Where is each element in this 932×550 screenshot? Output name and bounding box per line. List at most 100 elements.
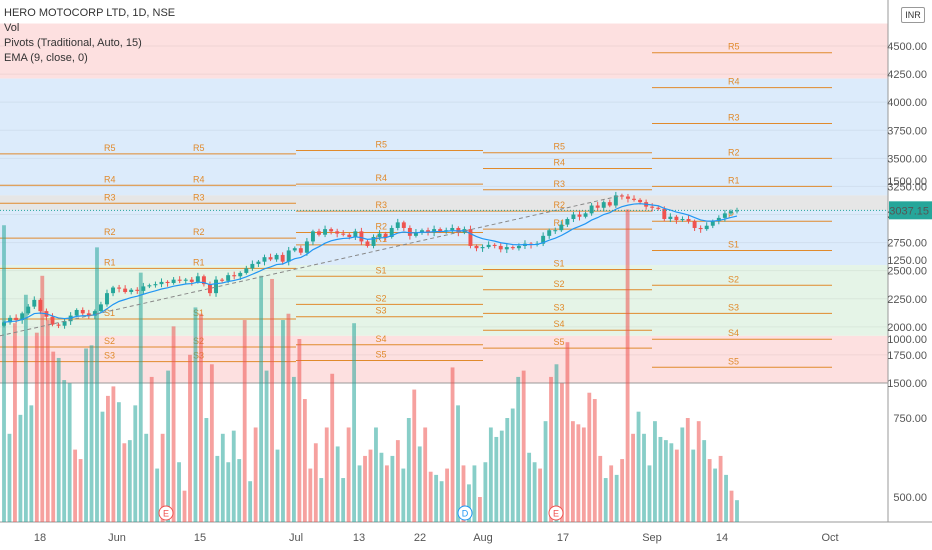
candle	[420, 230, 424, 233]
price-tick-label: 4000.00	[887, 97, 927, 109]
volume-bar	[428, 471, 433, 522]
volume-bar	[100, 411, 105, 522]
symbol-title[interactable]: HERO MOTOCORP LTD, 1D, NSE	[4, 7, 176, 19]
volume-bar	[549, 376, 553, 522]
candle	[14, 317, 19, 321]
candle	[498, 245, 503, 250]
volume-bar	[384, 465, 389, 522]
candle	[32, 299, 37, 307]
pivots-indicator-label[interactable]: Pivots (Traditional, Auto, 15)	[4, 37, 142, 49]
candle	[589, 205, 594, 214]
volume-bar	[13, 323, 17, 522]
pivot-label-p: P	[728, 210, 734, 220]
candle	[56, 324, 61, 326]
candle	[317, 231, 321, 235]
volume-bar	[456, 405, 460, 522]
volume-bar	[532, 462, 537, 522]
pivot-label-r5: R5	[104, 143, 116, 153]
candle	[238, 272, 243, 277]
volume-bar	[166, 370, 171, 522]
time-axis[interactable]: 18 Jun 15 Jul 13 22 Aug 17 Sep 14 Oct	[34, 532, 839, 544]
candle	[329, 229, 334, 232]
candle	[704, 225, 709, 230]
pivot-label-r2: R2	[193, 227, 205, 237]
candle	[716, 217, 721, 222]
volume-bar	[554, 364, 559, 522]
price-tick-label: 3750.00	[887, 125, 927, 137]
candle	[504, 247, 509, 250]
volume-bar	[696, 421, 701, 522]
event-marker-label: E	[553, 509, 559, 519]
volume-bar	[412, 389, 417, 522]
pivot-label-r4: R4	[554, 157, 566, 167]
candle	[680, 218, 685, 221]
candle	[577, 214, 582, 217]
volume-bar	[516, 376, 521, 522]
candle	[38, 299, 43, 312]
currency-button[interactable]: INR	[901, 7, 925, 23]
candle	[141, 286, 146, 291]
volume-bar	[144, 433, 149, 522]
volume-bar	[461, 465, 466, 522]
volume-bar	[220, 433, 225, 522]
candle	[171, 279, 176, 284]
volume-bar	[702, 440, 707, 522]
last-price-badge	[889, 201, 932, 220]
candle	[668, 216, 673, 219]
candlestick-series	[2, 191, 739, 329]
volume-bar	[625, 209, 630, 522]
volume-bar	[89, 345, 94, 522]
volume-bar	[647, 465, 652, 522]
candle	[244, 268, 249, 273]
event-marker-label: D	[462, 509, 469, 519]
candle	[220, 279, 225, 281]
price-tick-label: 2250.00	[887, 294, 927, 306]
volume-bar	[155, 468, 160, 522]
earnings-marker	[548, 505, 564, 521]
earnings-marker	[158, 505, 174, 521]
pivot-label-s5: S5	[376, 350, 387, 360]
volume-bar	[560, 383, 564, 522]
volume-bar	[521, 370, 526, 522]
volume-bar	[270, 278, 274, 522]
pivot-label-s1: S1	[376, 265, 387, 275]
candle	[601, 202, 606, 208]
volume-bar	[505, 418, 510, 522]
price-tick-label: 3250.00	[887, 181, 927, 193]
volume-bar	[73, 449, 78, 522]
volume-bar	[724, 474, 728, 522]
candle	[395, 222, 400, 228]
pivot-label-r2: R2	[554, 200, 566, 210]
volume-bar	[182, 490, 187, 522]
volume-bar	[379, 452, 384, 522]
volume-bar	[29, 405, 34, 522]
time-tick-label: 18	[34, 532, 46, 544]
pivot-label-r1: R1	[554, 218, 566, 228]
volume-indicator-label[interactable]: Vol	[4, 22, 20, 34]
volume-bar	[423, 427, 428, 522]
candle	[347, 234, 352, 237]
price-axis[interactable]: 1500.00 1750.00 2000.00 2250.00 2500.00 2750.…	[0, 41, 932, 504]
pivot-label-s1: S1	[554, 259, 565, 269]
volume-bar	[543, 421, 548, 522]
pivot-label-r1: R1	[104, 257, 116, 267]
volume-bar	[680, 427, 685, 522]
volume-bar	[84, 348, 88, 522]
ema-indicator-label[interactable]: EMA (9, close, 0)	[4, 52, 88, 64]
pivot-label-s3: S3	[376, 306, 387, 316]
candle	[698, 227, 703, 230]
candle	[159, 281, 164, 285]
candle	[177, 279, 182, 281]
zone-band	[0, 78, 888, 196]
candle	[480, 247, 485, 249]
candle	[728, 211, 733, 214]
volume-bar	[707, 459, 712, 522]
volume-bar	[499, 430, 504, 522]
volume-bar	[297, 339, 302, 522]
candle	[274, 254, 279, 260]
zone-band	[0, 265, 888, 336]
pivot-label-s4: S4	[554, 319, 565, 329]
volume-bar	[729, 490, 734, 522]
